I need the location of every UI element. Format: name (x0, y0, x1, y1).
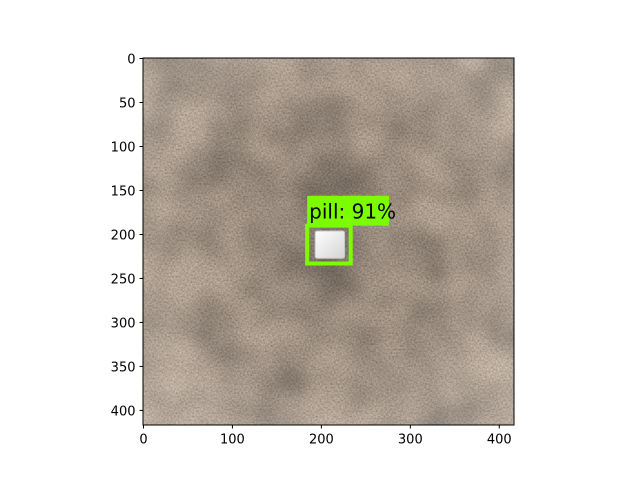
detection: pill: 91% (305, 195, 396, 266)
y-tick-label: 200 (111, 228, 136, 243)
detection-label: pill: 91% (309, 200, 396, 224)
pill-object (314, 230, 346, 259)
y-tick-label: 250 (111, 272, 136, 287)
x-tick-label: 200 (309, 433, 334, 448)
x-tick-label: 100 (220, 433, 245, 448)
detection-label-background (307, 195, 389, 226)
y-tick-label: 50 (119, 96, 136, 111)
x-axis: 0 100 200 300 400 (139, 424, 512, 448)
y-axis: 0 50 100 150 200 250 300 350 400 (111, 53, 144, 419)
y-tick-label: 400 (111, 404, 136, 419)
x-tick-label: 0 (139, 433, 147, 448)
y-tick-label: 350 (111, 360, 136, 375)
x-tick-label: 400 (487, 433, 512, 448)
y-tick-label: 0 (127, 53, 135, 68)
axes-frame (142, 57, 515, 426)
y-tick-label: 300 (111, 316, 136, 331)
y-tick-label: 150 (111, 184, 136, 199)
x-tick-label: 300 (398, 433, 423, 448)
y-tick-label: 100 (111, 140, 136, 155)
